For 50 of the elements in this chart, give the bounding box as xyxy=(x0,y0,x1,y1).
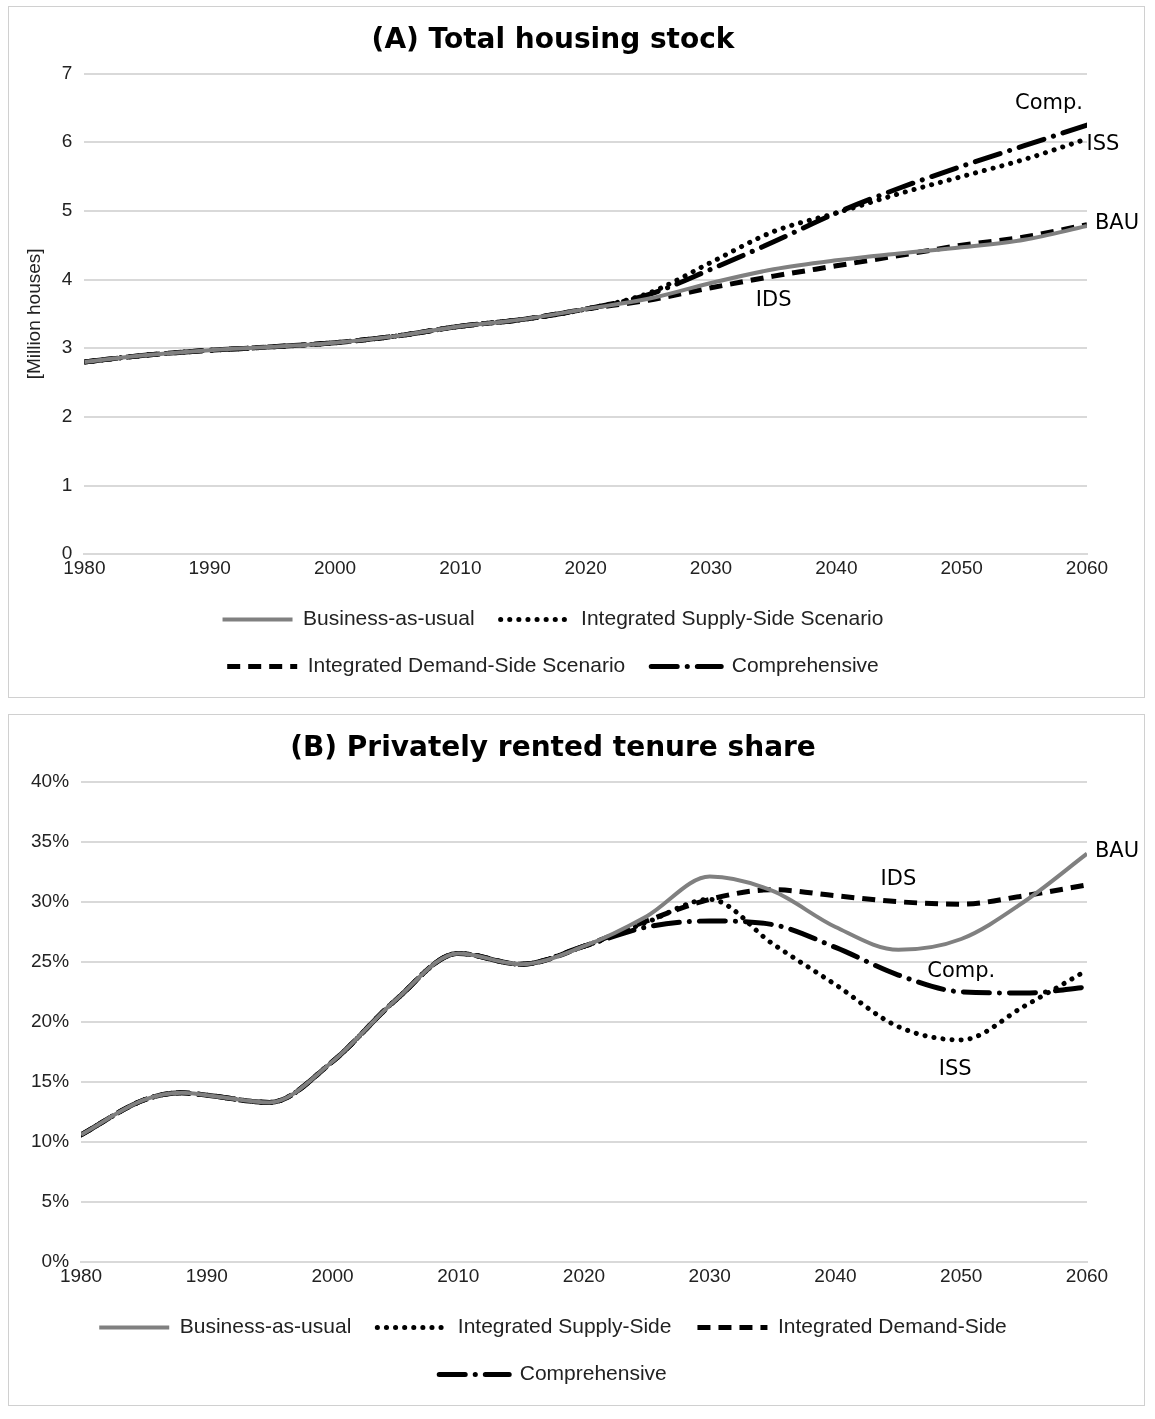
x-tick-label: 2050 xyxy=(940,556,983,578)
x-tick-label: 2020 xyxy=(562,1264,606,1286)
legend-label: Business-as-usual xyxy=(303,606,475,630)
y-tick-label: 6 xyxy=(61,130,73,152)
y-tick-label: 30% xyxy=(31,889,70,911)
y-tick-label: 25% xyxy=(31,950,70,972)
x-tick-label: 2020 xyxy=(564,556,607,578)
x-tick-label: 1990 xyxy=(188,556,231,578)
y-tick-label: 4 xyxy=(61,267,73,289)
legend-label: Business-as-usual xyxy=(179,1314,352,1338)
y-tick-label: 10% xyxy=(31,1130,70,1152)
annotation: Comp. xyxy=(1015,89,1083,114)
chart-title: (B) Privately rented tenure share xyxy=(290,730,816,764)
x-tick-label: 2010 xyxy=(439,556,482,578)
annotation: IDS xyxy=(755,286,792,311)
x-tick-label: 2060 xyxy=(1065,556,1109,578)
legend-label: Comprehensive xyxy=(731,653,879,677)
annotation: IDS xyxy=(880,866,917,891)
annotation: BAU xyxy=(1094,838,1140,863)
x-tick-label: 2030 xyxy=(688,1264,731,1286)
y-axis-title: [Million houses] xyxy=(22,248,44,380)
x-tick-label: 2000 xyxy=(313,556,357,578)
x-tick-label: 2010 xyxy=(437,1264,480,1286)
legend-label: Comprehensive xyxy=(519,1361,667,1385)
x-tick-label: 2040 xyxy=(814,1264,857,1286)
legend-label: Integrated Demand-Side Scenario xyxy=(307,653,626,677)
x-tick-label: 2060 xyxy=(1065,1264,1109,1286)
y-tick-label: 5% xyxy=(41,1190,70,1212)
chart-title: (A) Total housing stock xyxy=(371,22,736,56)
annotation: ISS xyxy=(938,1056,972,1081)
y-tick-label: 7 xyxy=(61,61,73,83)
y-tick-label: 15% xyxy=(31,1070,70,1092)
y-tick-label: 3 xyxy=(61,336,73,358)
legend-label: Integrated Demand-Side xyxy=(777,1314,1007,1338)
legend-label: Integrated Supply-Side Scenario xyxy=(581,606,884,630)
annotation: BAU xyxy=(1094,210,1140,235)
legend-label: Integrated Supply-Side xyxy=(457,1314,672,1338)
y-tick-label: 35% xyxy=(31,829,70,851)
x-tick-label: 2000 xyxy=(311,1264,354,1286)
x-tick-label: 2050 xyxy=(940,1264,983,1286)
y-tick-label: 40% xyxy=(31,769,70,791)
x-tick-label: 2040 xyxy=(815,556,858,578)
y-tick-label: 5 xyxy=(61,199,73,221)
x-tick-label: 2030 xyxy=(689,556,733,578)
y-tick-label: 1 xyxy=(61,473,73,495)
y-tick-label: 20% xyxy=(31,1010,70,1032)
x-tick-label: 1990 xyxy=(185,1264,228,1286)
annotation: Comp. xyxy=(927,958,996,983)
y-tick-label: 2 xyxy=(61,405,73,427)
annotation: ISS xyxy=(1086,131,1120,156)
